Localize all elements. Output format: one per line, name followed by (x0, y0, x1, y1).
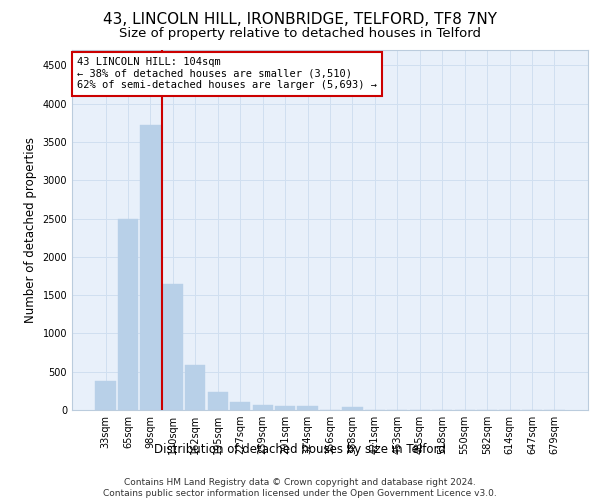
Bar (230, 402, 250, 410)
Bar (275, 406, 295, 410)
Bar (185, 365, 205, 410)
Y-axis label: Number of detached properties: Number of detached properties (24, 137, 37, 323)
Bar (140, 125, 161, 410)
Text: 43 LINCOLN HILL: 104sqm
← 38% of detached houses are smaller (3,510)
62% of semi: 43 LINCOLN HILL: 104sqm ← 38% of detache… (77, 57, 377, 90)
Text: 43, LINCOLN HILL, IRONBRIDGE, TELFORD, TF8 7NY: 43, LINCOLN HILL, IRONBRIDGE, TELFORD, T… (103, 12, 497, 28)
Text: Size of property relative to detached houses in Telford: Size of property relative to detached ho… (119, 28, 481, 40)
Bar (118, 218, 138, 410)
Bar (163, 284, 183, 410)
Bar (298, 406, 317, 410)
Text: Contains HM Land Registry data © Crown copyright and database right 2024.
Contai: Contains HM Land Registry data © Crown c… (103, 478, 497, 498)
Bar (253, 406, 273, 410)
Text: Distribution of detached houses by size in Telford: Distribution of detached houses by size … (154, 442, 446, 456)
Bar (208, 392, 228, 410)
Bar (95, 381, 116, 410)
Bar (343, 406, 362, 410)
